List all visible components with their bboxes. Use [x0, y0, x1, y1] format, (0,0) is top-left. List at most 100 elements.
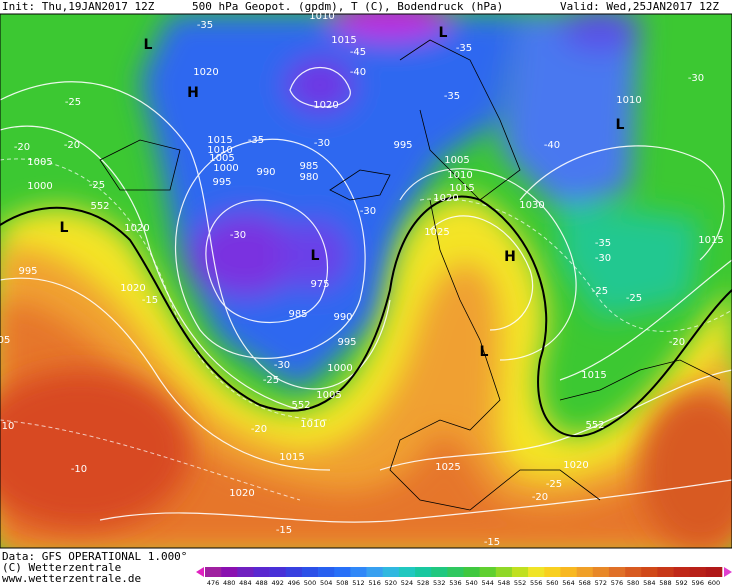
colorbar-swatch [576, 567, 594, 577]
colorbar-swatch [544, 567, 561, 577]
contour-label: -30 [314, 138, 330, 149]
colorbar-label: 492 [271, 579, 283, 587]
colorbar-swatch [511, 567, 529, 577]
footer-copyright: (C) Wetterzentrale [2, 561, 121, 574]
colorbar-swatch [334, 567, 351, 577]
contour-label: -30 [274, 360, 290, 371]
contour-label: 1020 [124, 223, 149, 234]
contour-label: -25 [89, 180, 105, 191]
contour-label: -25 [65, 97, 81, 108]
contour-label: -15 [142, 295, 158, 306]
contour-label: 1030 [519, 200, 544, 211]
contour-label: 980 [299, 172, 318, 183]
contour-label: -20 [14, 142, 30, 153]
contour-label: 1015 [581, 370, 606, 381]
contour-label: 1000 [327, 363, 352, 374]
init-text: Init: Thu,19JAN2017 12Z [2, 0, 155, 13]
colorbar-swatch [689, 567, 707, 577]
contour-label: -40 [544, 140, 560, 151]
colorbar-label: 600 [708, 579, 720, 587]
contour-label: 1000 [213, 163, 238, 174]
colorbar-label: 572 [595, 579, 607, 587]
colorbar-swatch [431, 567, 448, 577]
contour-label: -20 [64, 140, 80, 151]
colorbar-swatch [625, 567, 642, 577]
contour-label: -25 [263, 375, 279, 386]
contour-label: 990 [256, 167, 275, 178]
colorbar-swatch [495, 567, 513, 577]
colorbar-label: 524 [401, 579, 413, 587]
footer-data: Data: GFS OPERATIONAL 1.000° [2, 550, 187, 563]
colorbar-label: 556 [530, 579, 542, 587]
contour-label: -25 [592, 286, 608, 297]
contour-label: 995 [337, 337, 356, 348]
colorbar-swatch [205, 567, 222, 577]
colorbar-label: 520 [385, 579, 397, 587]
contour-label: -30 [360, 206, 376, 217]
footer-url: www.wetterzentrale.de [2, 572, 141, 585]
contour-label: 1020 [433, 193, 458, 204]
contour-label: -25 [546, 479, 562, 490]
contour-label: -35 [248, 135, 264, 146]
contour-label: 1010 [300, 419, 325, 430]
contour-label: 995 [393, 140, 412, 151]
contour-label: 995 [18, 266, 37, 277]
colorbar-label: 496 [288, 579, 300, 587]
contour-label: -15 [484, 537, 500, 548]
contour-label: 05 [0, 335, 10, 346]
colorbar-label: 500 [304, 579, 316, 587]
contour-label: 10 [2, 421, 15, 432]
pressure-center-label: L [480, 344, 489, 360]
contour-label: 985 [288, 309, 307, 320]
colorbar-label: 552 [514, 579, 526, 587]
map-area [0, 14, 732, 548]
colorbar-label: 488 [255, 579, 267, 587]
contour-label: -20 [669, 337, 685, 348]
contour-label: 1015 [331, 35, 356, 46]
colorbar-swatch [350, 567, 367, 577]
contour-label: 990 [333, 312, 352, 323]
contour-label: -35 [595, 238, 611, 249]
contour-label: 1005 [316, 390, 341, 401]
contour-label: -30 [688, 73, 704, 84]
colorbar-swatch [318, 567, 335, 577]
colorbar-swatch [447, 567, 464, 577]
colorbar-swatch [285, 567, 303, 577]
title-text: 500 hPa Geopot. (gpdm), T (C), Bodendruc… [192, 0, 503, 13]
contour-label: 1005 [209, 153, 234, 164]
contour-label: 1025 [424, 227, 449, 238]
contour-label: -15 [276, 525, 292, 536]
colorbar-label: 568 [578, 579, 590, 587]
pressure-center-label: H [187, 85, 199, 101]
colorbar-label: 580 [627, 579, 639, 587]
colorbar-swatch [592, 567, 610, 577]
colorbar-swatch [673, 567, 690, 577]
colorbar-label: 528 [417, 579, 429, 587]
colorbar-swatch [657, 567, 674, 577]
colorbar-label: 532 [433, 579, 445, 587]
contour-label: 1010 [207, 145, 232, 156]
colorbar-swatch [366, 567, 384, 577]
contour-label: -35 [456, 43, 472, 54]
pressure-center-label: L [311, 248, 320, 264]
contour-label: 1025 [435, 462, 460, 473]
contour-label: -30 [230, 230, 246, 241]
pressure-center-label: L [144, 37, 153, 53]
colorbar-swatch [608, 567, 626, 577]
colorbar-swatch [237, 567, 254, 577]
contour-label: 1020 [120, 283, 145, 294]
colorbar-label: 588 [659, 579, 671, 587]
colorbar-label: 476 [207, 579, 219, 587]
colorbar-swatch [253, 567, 270, 577]
contour-label: -20 [251, 424, 267, 435]
contour-label: 552 [585, 420, 604, 431]
colorbar-label: 504 [320, 579, 332, 587]
contour-label: 1015 [698, 235, 723, 246]
colorbar-swatch [463, 567, 480, 577]
colorbar-label: 592 [675, 579, 687, 587]
colorbar-label: 536 [449, 579, 461, 587]
colorbar-swatch [641, 567, 658, 577]
colorbar-label: 484 [239, 579, 251, 587]
contour-label: -25 [626, 293, 642, 304]
